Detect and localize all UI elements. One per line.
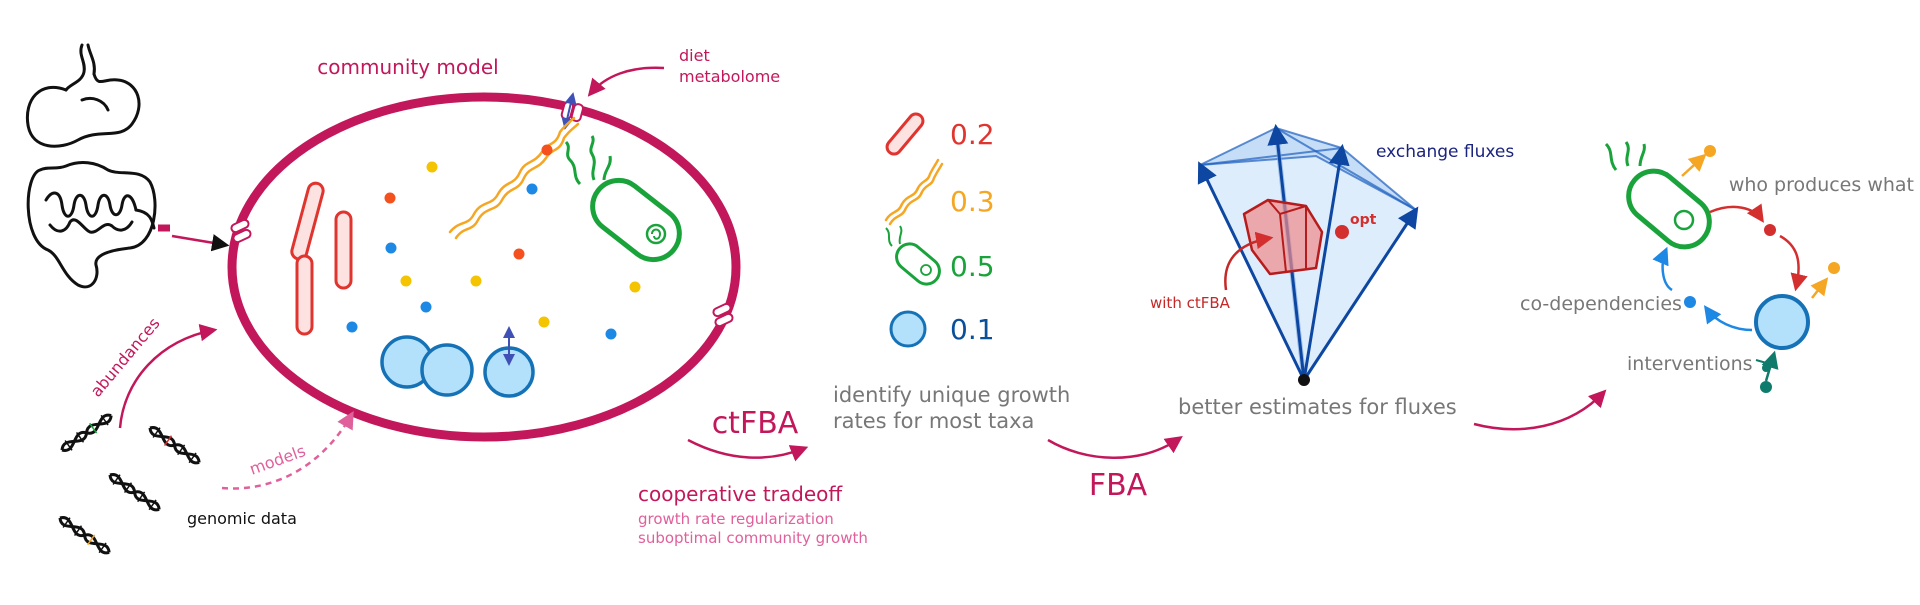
with-ctfba-arrow <box>1224 231 1274 291</box>
flagellate-growth-rate: 0.5 <box>950 250 995 283</box>
abundances-arrow <box>118 323 218 429</box>
exchange-fluxes-label: exchange fluxes <box>1376 142 1514 162</box>
flagellate-legend-icon <box>885 225 941 286</box>
final-arrow <box>1473 389 1607 431</box>
community-model-label: community model <box>317 55 498 79</box>
transporter-left <box>230 218 252 244</box>
coccus-bacteria <box>380 335 535 398</box>
interventions-label: interventions <box>1627 353 1753 375</box>
diet-label: diet <box>679 46 710 65</box>
rod-bacteria <box>290 181 353 336</box>
suboptimal-community-growth-label: suboptimal community growth <box>638 529 868 547</box>
growth-rate-legend: 0.2 0.3 0.5 0.1 <box>884 112 995 348</box>
metabolome-label: metabolome <box>679 67 780 86</box>
with-ctfba-label: with ctFBA <box>1150 294 1231 312</box>
metabolite-dots <box>346 144 641 340</box>
cooperative-tradeoff-label: cooperative tradeoff <box>638 482 843 506</box>
coccus-legend-icon <box>889 310 927 348</box>
spirochete-growth-rate: 0.3 <box>950 185 995 218</box>
transporter-right <box>712 302 734 328</box>
gut-to-model-arrow <box>171 234 230 252</box>
fba-arrow <box>1047 435 1183 459</box>
identify-text-line2: rates for most taxa <box>833 409 1034 433</box>
abundances-label: abundances <box>87 314 164 401</box>
dna-icons <box>58 413 201 555</box>
spirochete-legend-icon <box>884 158 944 226</box>
models-label: models <box>247 441 308 479</box>
network-coccus <box>1754 294 1810 350</box>
opt-label: opt <box>1350 212 1377 228</box>
gut-icon <box>25 43 157 289</box>
rod-legend-icon <box>885 112 925 156</box>
growth-rate-regularization-label: growth rate regularization <box>638 510 834 528</box>
ctfba-label: ctFBA <box>712 406 799 441</box>
spirochete-bacteria <box>448 116 580 240</box>
genomic-data-label: genomic data <box>187 509 297 528</box>
ctfba-arrow <box>687 438 809 462</box>
flux-cone <box>1197 123 1419 386</box>
who-produces-what-label: who produces what <box>1729 174 1914 196</box>
transporter-top <box>560 92 585 130</box>
optimum-point <box>1335 225 1349 239</box>
community-cell-membrane <box>227 92 741 442</box>
coccus-growth-rate: 0.1 <box>950 313 995 346</box>
ctfba-polytope <box>1242 198 1324 276</box>
network-flagellate <box>1626 168 1712 250</box>
rod-growth-rate: 0.2 <box>950 118 995 151</box>
models-arrow <box>221 410 354 490</box>
fba-label: FBA <box>1089 468 1148 503</box>
cone-origin <box>1298 374 1310 386</box>
flagellate-bacterium <box>564 135 682 263</box>
diet-arrow <box>587 66 665 97</box>
better-estimates-label: better estimates for fluxes <box>1178 395 1457 419</box>
identify-text-line1: identify unique growth <box>833 383 1070 407</box>
co-dependencies-label: co-dependencies <box>1520 293 1682 315</box>
interaction-network <box>1604 141 1840 393</box>
